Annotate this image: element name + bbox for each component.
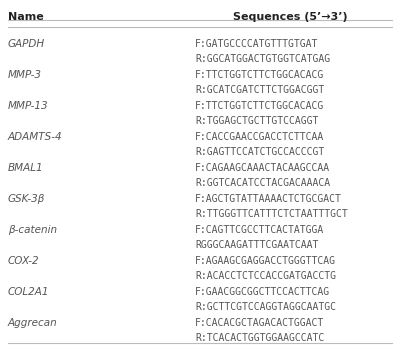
Text: F:CACACGCTAGACACTGGACT: F:CACACGCTAGACACTGGACT — [195, 318, 324, 328]
Text: β-catenin: β-catenin — [8, 225, 57, 235]
Text: R:TCACACTGGTGGAAGCCATC: R:TCACACTGGTGGAAGCCATC — [195, 333, 324, 343]
Text: R:GCATCGATCTTCTGGACGGT: R:GCATCGATCTTCTGGACGGT — [195, 85, 324, 95]
Text: F:AGAAGCGAGGACCTGGGTTCAG: F:AGAAGCGAGGACCTGGGTTCAG — [195, 256, 336, 266]
Text: Aggrecan: Aggrecan — [8, 318, 58, 328]
Text: R:TTGGGTTCATTTCTCTAATTTGCT: R:TTGGGTTCATTTCTCTAATTTGCT — [195, 209, 348, 219]
Text: F:GAACGGCGGCTTCCACTTCAG: F:GAACGGCGGCTTCCACTTCAG — [195, 287, 330, 297]
Text: MMP-3: MMP-3 — [8, 70, 42, 80]
Text: F:AGCTGTATTAAAACTCTGCGACT: F:AGCTGTATTAAAACTCTGCGACT — [195, 194, 342, 204]
Text: R:GGCATGGACTGTGGTCATGAG: R:GGCATGGACTGTGGTCATGAG — [195, 54, 330, 64]
Text: R:TGGAGCTGCTTGTCCAGGT: R:TGGAGCTGCTTGTCCAGGT — [195, 116, 318, 126]
Text: F:CAGAAGCAAACTACAAGCCAA: F:CAGAAGCAAACTACAAGCCAA — [195, 163, 330, 173]
Text: R:GAGTTCCATCTGCCACCCGT: R:GAGTTCCATCTGCCACCCGT — [195, 147, 324, 157]
Text: F:CACCGAACCGACCTCTTCAA: F:CACCGAACCGACCTCTTCAA — [195, 132, 324, 142]
Text: GAPDH: GAPDH — [8, 39, 45, 49]
Text: MMP-13: MMP-13 — [8, 101, 49, 111]
Text: F:TTCTGGTCTTCTGGCACACG: F:TTCTGGTCTTCTGGCACACG — [195, 101, 324, 111]
Text: R:ACACCTCTCCACCGATGACCTG: R:ACACCTCTCCACCGATGACCTG — [195, 271, 336, 281]
Text: BMAL1: BMAL1 — [8, 163, 44, 173]
Text: Sequences (5’→3’): Sequences (5’→3’) — [233, 12, 347, 22]
Text: F:GATGCCCCATGTTTGTGAT: F:GATGCCCCATGTTTGTGAT — [195, 39, 318, 49]
Text: R:GGTCACATCCTACGACAAACA: R:GGTCACATCCTACGACAAACA — [195, 178, 330, 188]
Text: GSK-3β: GSK-3β — [8, 194, 45, 204]
Text: R:GCTTCGTCCAGGTAGGCAATGC: R:GCTTCGTCCAGGTAGGCAATGC — [195, 302, 336, 312]
Text: ADAMTS-4: ADAMTS-4 — [8, 132, 63, 142]
Text: F:TTCTGGTCTTCTGGCACACG: F:TTCTGGTCTTCTGGCACACG — [195, 70, 324, 80]
Text: COX-2: COX-2 — [8, 256, 40, 266]
Text: COL2A1: COL2A1 — [8, 287, 50, 297]
Text: RGGGCAAGATTTCGAATCAAT: RGGGCAAGATTTCGAATCAAT — [195, 240, 318, 250]
Text: F:CAGTTCGCCTTCACTATGGA: F:CAGTTCGCCTTCACTATGGA — [195, 225, 324, 235]
Text: Name: Name — [8, 12, 44, 22]
